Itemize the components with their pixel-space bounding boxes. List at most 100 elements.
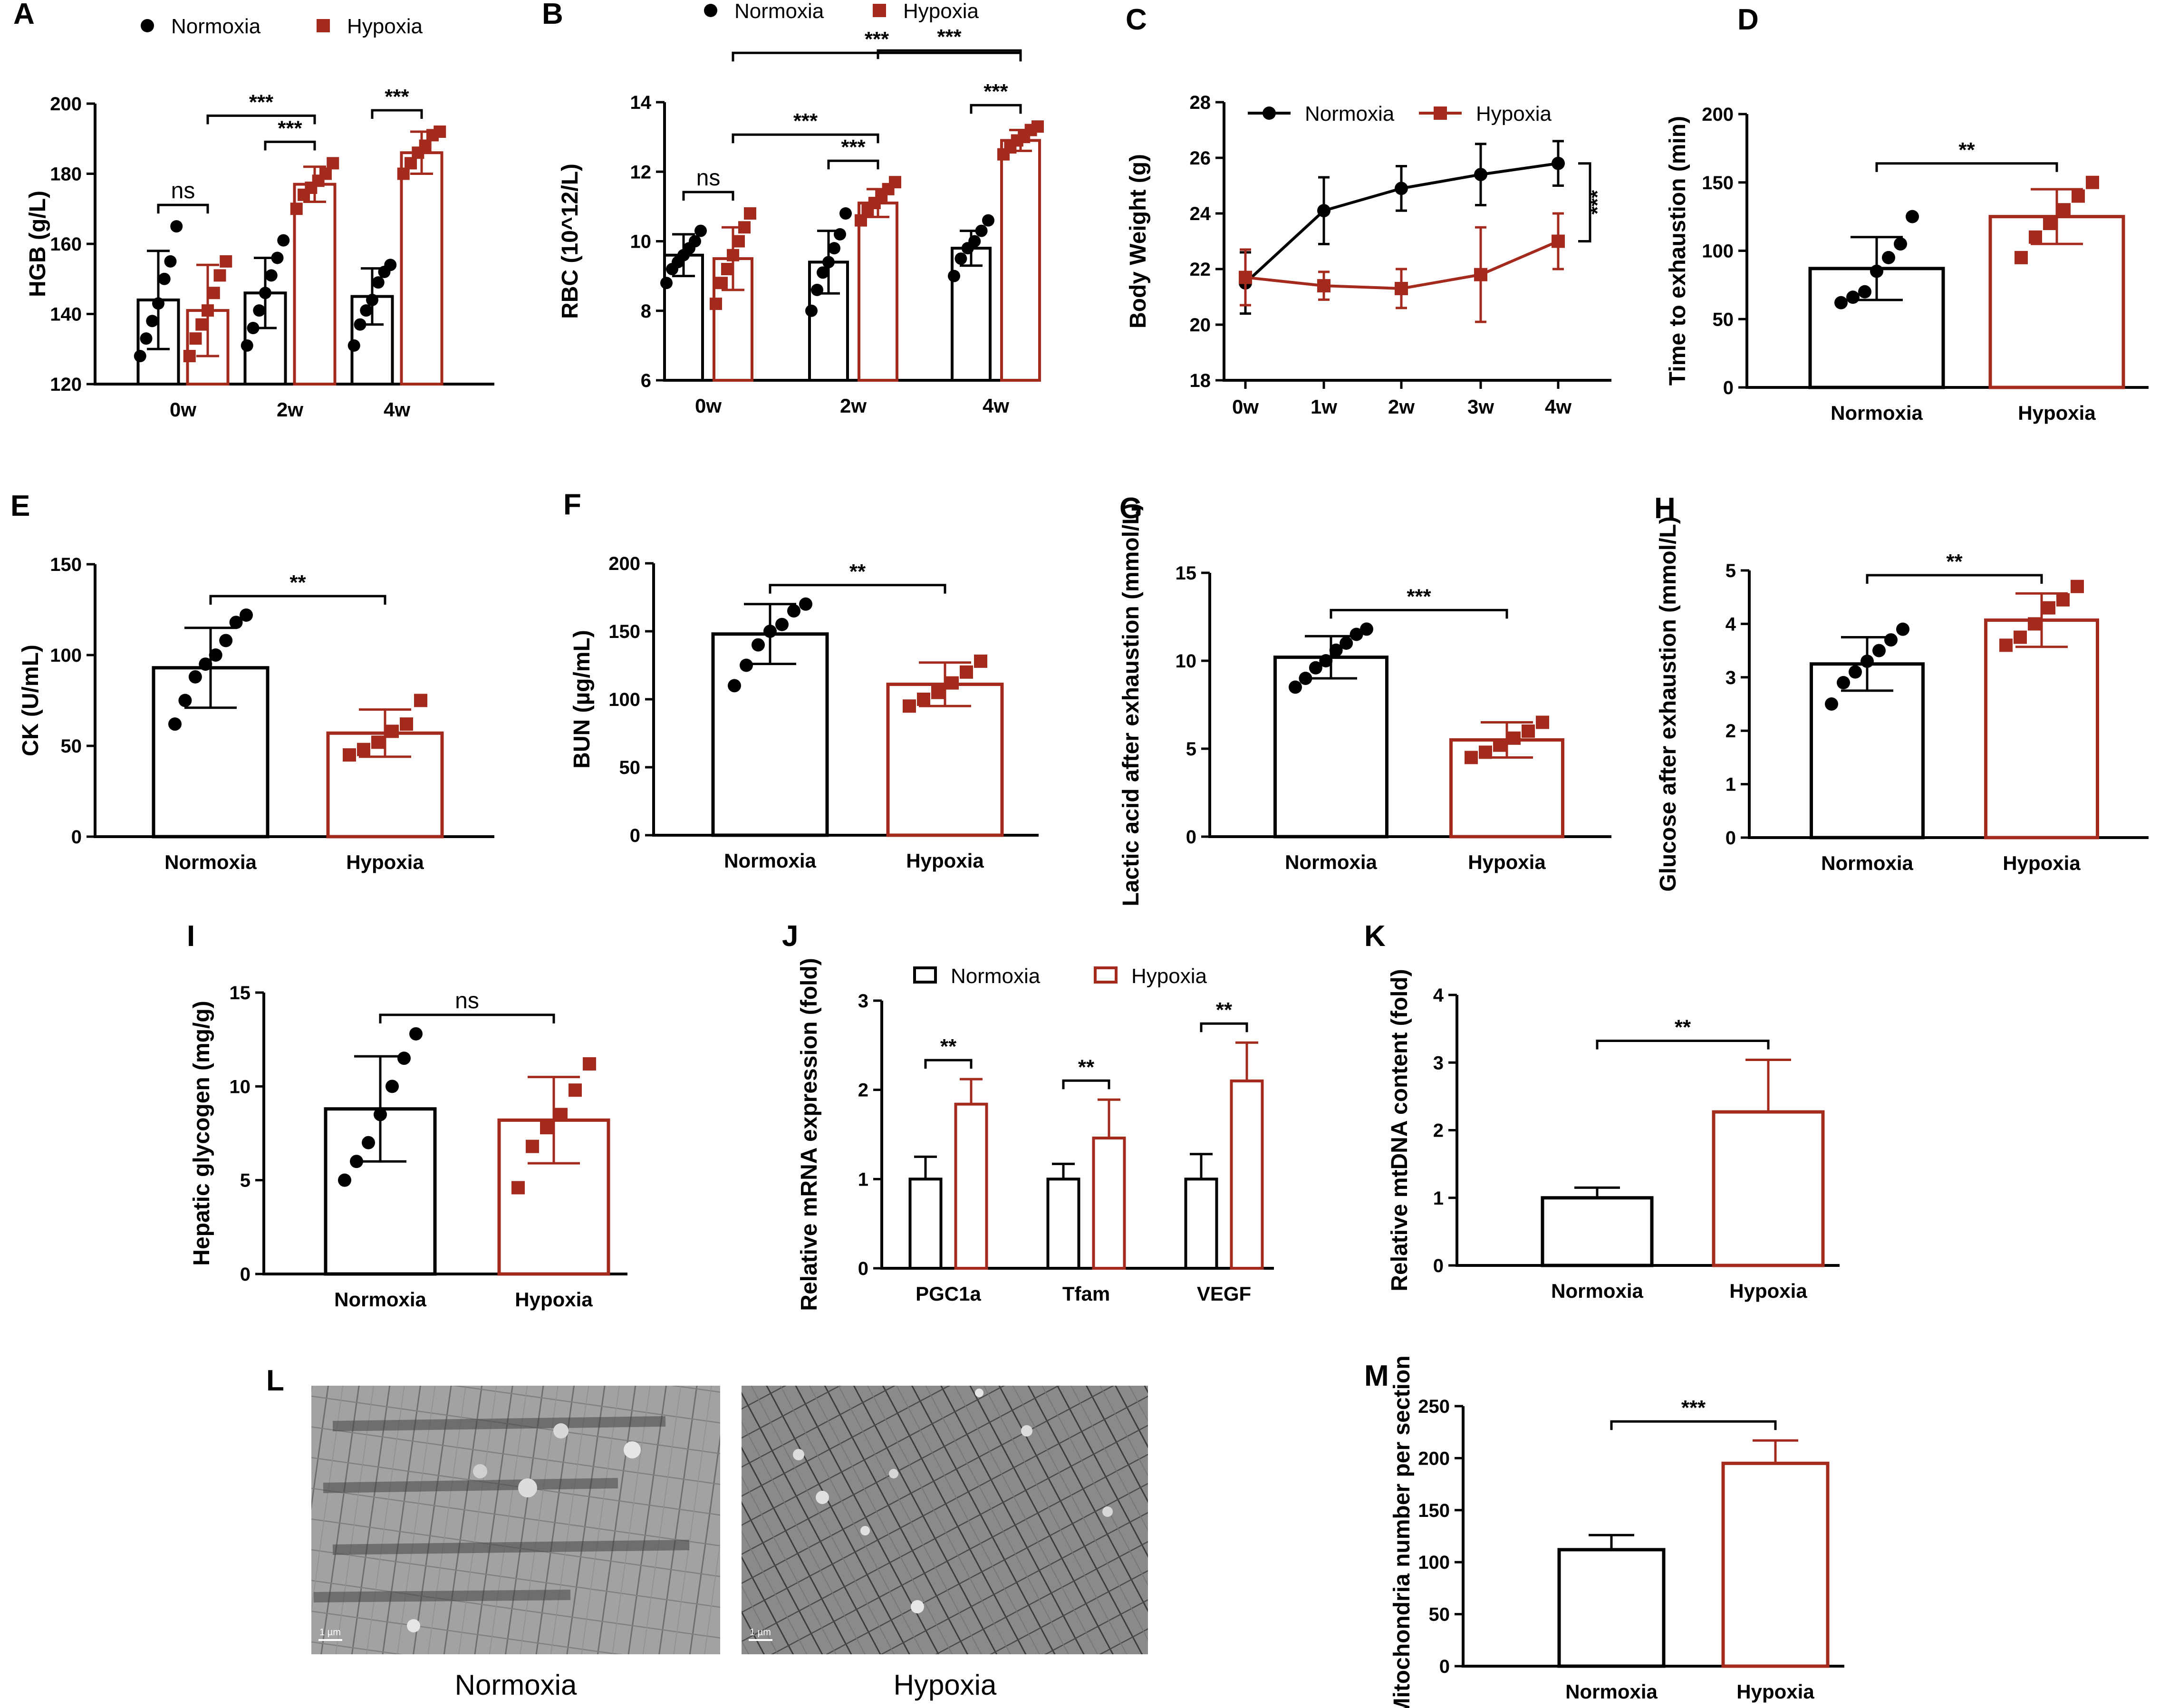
data-point-I-0-5 [397,1052,411,1065]
data-point-G-1-2 [1493,738,1506,752]
data-point-A-1-2-0 [397,167,410,180]
y-tick-label-G-2: 10 [1176,651,1197,672]
x-tick-label-K-0: Normoxia [1551,1280,1643,1302]
data-point-B-1-0-5 [738,221,751,234]
y-tick-label-F-1: 50 [619,757,641,778]
x-tick-label-B-2: 4w [983,395,1009,417]
sig-label-D-0: ** [1958,138,1975,162]
data-point-F-1-4 [960,665,973,679]
x-tick-label-E-0: Normoxia [164,851,257,873]
y-tick-label-B-3: 12 [630,162,652,183]
data-point-A-0-0-6 [170,220,183,233]
sig-label-B-4: *** [937,25,962,48]
data-point-B-0-2-5 [982,214,994,227]
y-tick-label-H-1: 1 [1726,774,1736,795]
bar-F-0 [711,632,829,837]
x-tick-label-F-0: Normoxia [724,849,816,872]
data-point-B-0-2-1 [954,252,967,265]
x-tick-label-C-2: 2w [1388,396,1415,418]
y-tick-label-J-1: 1 [858,1169,868,1190]
data-point-H-0-1 [1837,676,1850,690]
panel-D: D 0 50 100 150 200 Time to exhaustion (min) Nor… [1665,3,2149,424]
sig-bracket-G-0 [1330,608,1508,619]
data-point-F-1-1 [917,693,930,706]
panel-label-I: I [187,920,195,953]
y-tick-label-D-4: 200 [1702,104,1734,125]
y-axis-label-H: Glucose after exhaustion (mmol/L) [1656,516,1681,891]
y-axis-label-F: BUN (µg/mL) [569,630,595,769]
data-point-E-0-7 [240,608,253,622]
em-image-hypoxia: 1 µm [742,1386,1148,1654]
em-image-normoxia: 1 µm [311,1386,720,1654]
data-point-A-1-0-0 [183,350,196,362]
data-point-A-0-1-6 [277,234,290,247]
legend-label-J-1: Hypoxia [1131,965,1207,988]
y-axis-label-J: Relative mRNA expression (fold) [797,958,822,1311]
y-tick-label-J-0: 0 [858,1258,868,1279]
x-tick-label-H-0: Normoxia [1821,852,1913,874]
data-point-G-1-1 [1479,745,1492,759]
data-point-A-1-0-5 [213,269,226,282]
y-tick-label-M-3: 150 [1418,1500,1450,1521]
panel-C: C 18 20 22 24 26 28 Body Weight (g) Normoxia Hypo… [1126,3,1611,418]
sig-bracket-B-1 [827,159,879,170]
sig-label-B-1: *** [841,135,866,159]
legend-marker-C-1 [1434,106,1447,120]
sig-label-I-0: ns [455,988,479,1013]
data-point-I-0-0 [338,1173,351,1187]
data-point-D-0-3 [1870,264,1883,278]
x-tick-label-J-0: PGC1a [916,1283,981,1305]
panel-H: H 0 1 2 3 4 5 Glucose after exhaustion (mmol/L)… [1654,492,2149,892]
panel-label-J: J [782,920,798,953]
scalebar-normoxia: 1 µm [319,1627,341,1638]
sig-label-M-0: *** [1681,1396,1706,1419]
data-point-D-1-5 [2086,175,2099,189]
y-tick-label-K-3: 3 [1433,1052,1444,1073]
data-point-B-1-0-1 [715,277,728,289]
legend-label-J-0: Normoxia [951,965,1041,988]
data-point-B-0-1-1 [811,283,823,296]
data-point-G-1-3 [1507,731,1521,745]
sig-bracket-E-0 [209,595,386,605]
y-tick-label-H-0: 0 [1726,828,1736,849]
x-tick-label-C-1: 1w [1311,396,1337,418]
data-point-B-0-1-0 [805,304,818,317]
data-point-A-0-0-1 [140,332,153,345]
sig-label-B-5: *** [865,28,889,51]
data-point-A-1-0-3 [202,304,214,317]
y-tick-label-B-4: 14 [630,92,652,113]
data-point-I-0-6 [409,1027,423,1041]
data-point-H-1-2 [2028,617,2041,631]
sig-bracket-A-2 [206,114,316,125]
data-point-D-0-6 [1906,210,1919,223]
data-point-A-0-0-2 [146,315,159,328]
data-point-C-1-0 [1239,270,1252,284]
x-tick-label-H-1: Hypoxia [2003,852,2081,874]
bar-J-0-2 [1184,1177,1218,1270]
legend-marker-C-0 [1263,106,1276,120]
y-tick-label-A-3: 180 [50,164,82,185]
panel-label-D: D [1737,3,1759,36]
sig-label-K-0: ** [1675,1016,1691,1039]
data-point-B-0-1-6 [839,207,852,220]
data-point-D-1-2 [2043,217,2056,230]
data-point-C-1-3 [1474,268,1487,281]
sig-label-E-0: ** [289,571,306,594]
y-tick-label-C-4: 26 [1190,148,1211,169]
panel-F: F 0 50 100 150 200 BUN (µg/mL) Normoxia Hypoxia *… [563,488,1039,872]
x-tick-label-J-1: Tfam [1062,1283,1110,1305]
data-point-D-1-0 [2015,251,2028,264]
y-tick-label-J-2: 2 [858,1080,868,1101]
y-tick-label-F-2: 100 [608,689,640,710]
bar-J-1-1 [1092,1137,1126,1270]
data-point-G-0-3 [1319,654,1333,667]
x-tick-label-C-0: 0w [1232,396,1259,418]
y-axis-label-D: Time to exhaustion (min) [1665,116,1690,386]
bar-A-1-1 [293,183,337,386]
x-tick-label-D-1: Hypoxia [2018,402,2096,424]
data-point-B-1-1-0 [855,214,867,227]
data-point-D-0-4 [1882,251,1895,264]
x-tick-label-K-1: Hypoxia [1729,1280,1807,1302]
data-point-C-0-3 [1474,168,1487,182]
data-point-E-1-0 [343,748,356,762]
